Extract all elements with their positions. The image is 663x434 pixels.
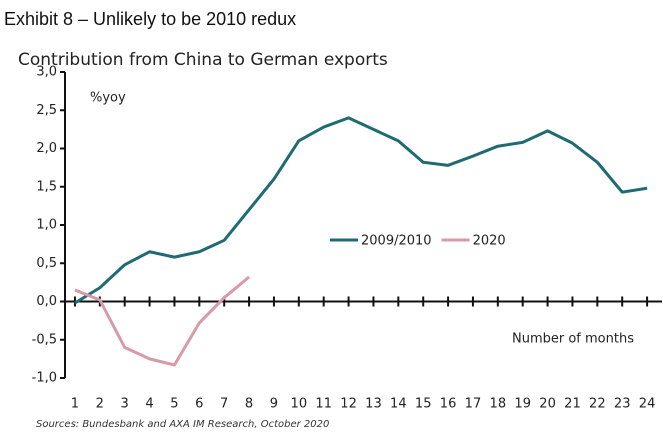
chart-title: Contribution from China to German export… — [18, 50, 388, 70]
x-tick-label: 16 — [440, 397, 457, 412]
y-tick-label: 3,0 — [36, 65, 57, 80]
x-tick-label: 4 — [145, 397, 153, 412]
x-tick-label: 22 — [589, 397, 606, 412]
x-tick-label: 14 — [390, 397, 407, 412]
y-tick-label: 0,0 — [36, 294, 57, 309]
x-tick-label: 7 — [220, 397, 228, 412]
x-tick-label: 13 — [365, 397, 382, 412]
x-tick-label: 2 — [96, 397, 104, 412]
x-tick-label: 15 — [415, 397, 432, 412]
y-axis-label: %yoy — [90, 91, 126, 106]
series-line — [74, 275, 251, 367]
page-title: Exhibit 8 – Unlikely to be 2010 redux — [4, 9, 296, 29]
y-tick-label: 1,5 — [36, 179, 57, 194]
series-line — [74, 116, 648, 305]
x-tick-label: 24 — [639, 397, 656, 412]
x-tick-label: 19 — [514, 397, 531, 412]
y-tick-label: -0,5 — [32, 332, 57, 347]
x-tick-label: 3 — [121, 397, 129, 412]
x-tick-label: 12 — [340, 397, 357, 412]
x-tick-label: 1 — [71, 397, 79, 412]
x-tick-label: 5 — [170, 397, 178, 412]
source: Sources: Bundesbank and AXA IM Research,… — [36, 419, 329, 430]
x-tick-label: 11 — [315, 397, 332, 412]
x-tick-label: 20 — [539, 397, 556, 412]
y-tick-label: 2,5 — [36, 103, 57, 118]
y-tick-label: -1,0 — [32, 371, 57, 386]
x-tick-label: 9 — [270, 397, 278, 412]
legend-label: 2020 — [473, 234, 506, 249]
x-tick-label: 17 — [465, 397, 482, 412]
x-tick-label: 21 — [564, 397, 581, 412]
y-tick-label: 2,0 — [36, 141, 57, 156]
y-tick-label: 1,0 — [36, 218, 57, 233]
x-axis-label: Number of months — [512, 332, 634, 347]
x-tick-label: 8 — [245, 397, 253, 412]
x-tick-label: 10 — [291, 397, 308, 412]
legend-label: 2009/2010 — [361, 234, 432, 249]
y-tick-label: 0,5 — [36, 256, 57, 271]
x-tick-label: 18 — [490, 397, 507, 412]
x-tick-label: 6 — [195, 397, 203, 412]
x-tick-label: 23 — [614, 397, 631, 412]
